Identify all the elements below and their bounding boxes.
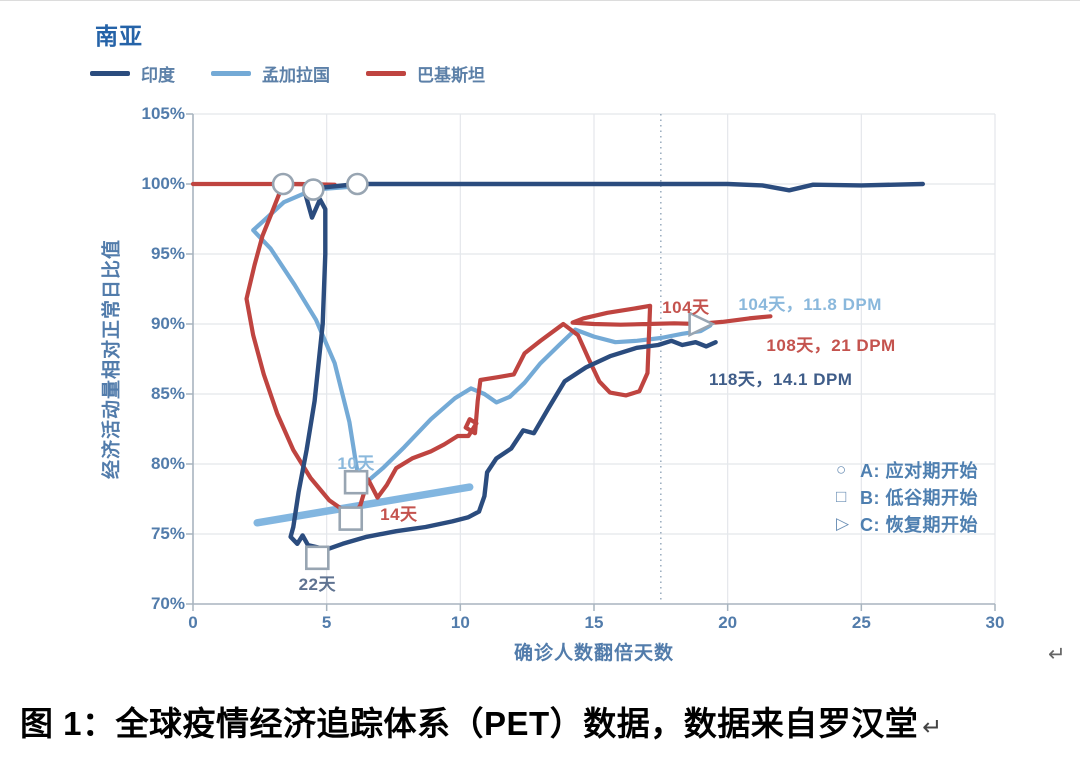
- phase-b-square-marker: [343, 469, 369, 495]
- x-tick-label: 15: [584, 613, 604, 632]
- y-tick-label: 105%: [141, 104, 185, 123]
- phase-legend-glyph-icon: ▷: [836, 513, 850, 533]
- line-break-mark-icon: ↵: [1048, 643, 1066, 666]
- pakistan-line-swatch: [366, 71, 406, 76]
- phase-marker-legend: ○ A: 应对期开始 □ B: 低谷期开始 ▷ C: 恢复期开始: [836, 456, 978, 537]
- phase-legend-row: ○ A: 应对期开始: [836, 456, 978, 483]
- data-point-annotation: 10天: [337, 453, 375, 473]
- x-tick-label: 25: [851, 613, 871, 632]
- data-point-annotation: 104天，11.8 DPM: [738, 295, 882, 315]
- data-point-annotation: 14天: [380, 505, 418, 525]
- y-tick-label: 70%: [150, 594, 185, 613]
- x-tick-label: 30: [985, 613, 1005, 632]
- y-tick-label: 100%: [141, 174, 185, 193]
- x-tick-label: 0: [188, 613, 198, 632]
- data-point-annotation: 22天: [298, 575, 337, 595]
- plot-area: [186, 113, 996, 611]
- y-tick-label: 90%: [150, 314, 185, 333]
- data-point-annotation: 108天，21 DPM: [766, 336, 896, 355]
- y-axis-title: 经济活动量相对正常日比值: [101, 238, 123, 480]
- phase-legend-label: B: 低谷期开始: [860, 487, 978, 508]
- phase-legend-label: A: 应对期开始: [860, 460, 978, 481]
- legend-label-india: 印度: [141, 66, 175, 85]
- y-tick-label: 85%: [150, 384, 185, 403]
- legend-item-india: 印度: [90, 61, 175, 86]
- y-tick-label: 75%: [150, 524, 185, 543]
- legend-item-pakistan: 巴基斯坦: [366, 61, 485, 86]
- data-point-annotation: 104天: [662, 298, 710, 318]
- figure-caption-text: 图 1：全球疫情经济追踪体系（PET）数据，数据来自罗汉堂: [20, 705, 919, 742]
- paragraph-mark-icon: ↵: [922, 714, 943, 741]
- legend-label-bangladesh: 孟加拉国: [262, 66, 330, 85]
- india-line-swatch: [90, 71, 130, 76]
- bangladesh-line-swatch: [211, 71, 251, 76]
- y-tick-label: 95%: [150, 244, 185, 263]
- legend-item-bangladesh: 孟加拉国: [211, 61, 330, 86]
- phase-legend-row: □ B: 低谷期开始: [836, 483, 978, 510]
- phase-c-triangle-marker: [688, 310, 716, 338]
- phase-b-square-marker: [305, 545, 330, 571]
- phase-a-circle-marker: [271, 172, 295, 196]
- series-line-孟加拉国: [251, 184, 713, 483]
- data-point-annotation: 118天，14.1 DPM: [708, 369, 853, 389]
- phase-legend-label: C: 恢复期开始: [860, 514, 978, 535]
- phase-a-circle-marker: [302, 178, 325, 201]
- chart-title: 南亚: [95, 23, 143, 49]
- y-tick-label: 80%: [150, 454, 185, 473]
- x-tick-label: 20: [718, 613, 738, 632]
- phase-a-circle-marker: [346, 172, 369, 196]
- series-line-巴基斯坦: [190, 181, 773, 518]
- figure-caption: 图 1：全球疫情经济追踪体系（PET）数据，数据来自罗汉堂 ↵: [20, 697, 943, 745]
- x-tick-label: 5: [321, 613, 332, 632]
- phase-legend-glyph-icon: ○: [836, 459, 847, 479]
- series-legend: 印度 孟加拉国 巴基斯坦: [90, 61, 485, 86]
- x-axis-title: 确诊人数翻倍天数: [513, 643, 675, 664]
- x-tick-label: 10: [450, 613, 470, 632]
- legend-label-pakistan: 巴基斯坦: [417, 66, 485, 85]
- phase-legend-glyph-icon: □: [836, 486, 847, 506]
- phase-b-square-marker: [338, 506, 364, 531]
- phase-legend-row: ▷ C: 恢复期开始: [836, 510, 978, 537]
